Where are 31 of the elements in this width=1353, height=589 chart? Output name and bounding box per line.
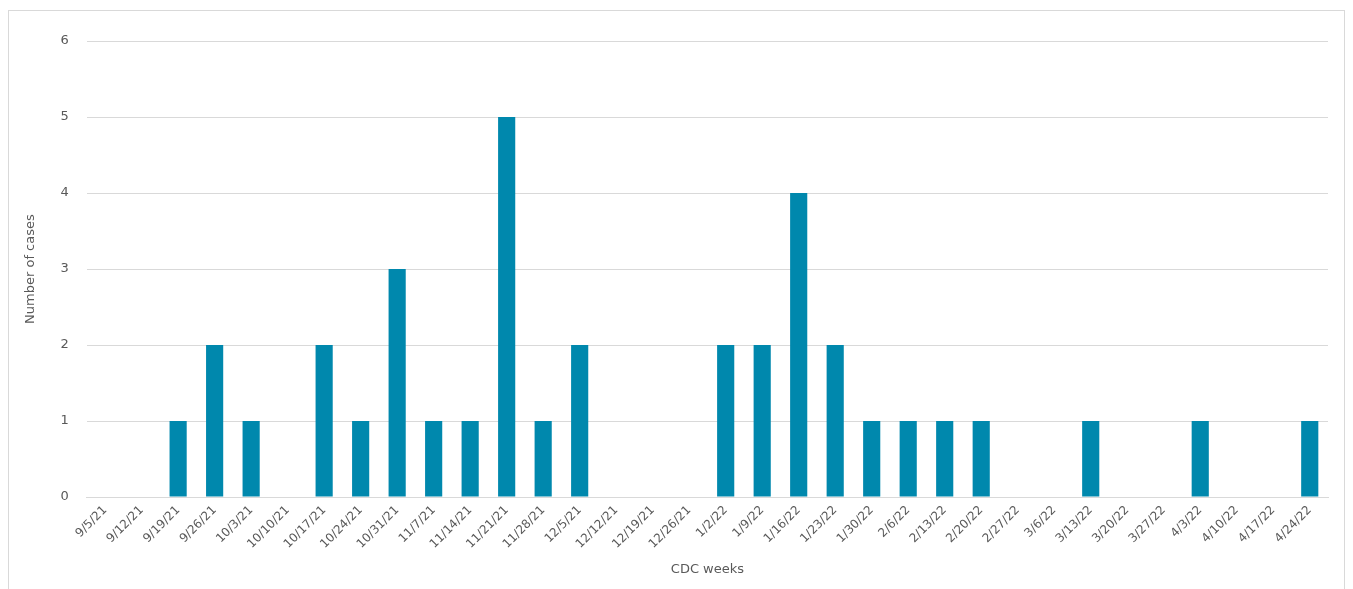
y-tick-label: 1	[60, 412, 69, 428]
bar	[425, 421, 443, 497]
bar	[790, 193, 808, 497]
bar	[315, 345, 333, 497]
bar	[863, 421, 881, 497]
bar	[352, 421, 370, 497]
y-tick-label: 3	[60, 260, 69, 276]
bar	[206, 345, 224, 497]
y-axis-title: Number of cases	[22, 214, 38, 324]
bar	[1191, 421, 1209, 497]
bar	[498, 117, 516, 497]
y-tick-label: 4	[60, 184, 69, 200]
bar	[1301, 421, 1319, 497]
bar	[461, 421, 479, 497]
bar	[753, 345, 771, 497]
y-tick-label: 2	[60, 336, 69, 352]
y-tick-label: 0	[60, 488, 69, 504]
bar	[826, 345, 844, 497]
bar	[534, 421, 552, 497]
bar	[169, 421, 187, 497]
bar	[717, 345, 735, 497]
bar	[571, 345, 589, 497]
y-tick-label: 5	[60, 108, 69, 124]
bar	[936, 421, 954, 497]
bar	[1082, 421, 1100, 497]
bar	[972, 421, 990, 497]
x-axis-title: CDC weeks	[670, 560, 745, 576]
y-tick-label: 6	[60, 32, 69, 48]
bar	[388, 269, 406, 497]
bar	[242, 421, 260, 497]
bar	[899, 421, 917, 497]
